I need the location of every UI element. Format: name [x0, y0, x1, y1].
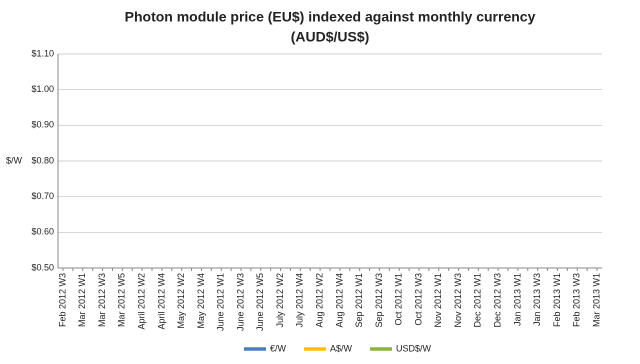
legend-label: USD$/W [396, 343, 432, 353]
x-tick-label: Dec 2012 W3 [492, 273, 502, 328]
x-tick-label: April 2012 W2 [136, 273, 146, 330]
x-tick-label: Dec 2012 W1 [473, 273, 483, 328]
x-tick-label: Mar 2013 W1 [591, 273, 601, 327]
legend-label: A$/W [330, 343, 353, 353]
y-tick-label: $0.80 [31, 155, 54, 165]
x-tick-label: Oct 2012 W1 [394, 273, 404, 326]
x-tick-label: Jan 2013 W3 [532, 273, 542, 326]
y-tick-label: $0.90 [31, 120, 54, 130]
y-tick-label: $0.70 [31, 191, 54, 201]
x-tick-label: Feb 2012 W3 [57, 273, 67, 327]
x-tick-label: June 2012 W1 [216, 273, 226, 331]
chart-title: Photon module price (EU$) indexed agains… [125, 9, 536, 25]
y-tick-label: $1.00 [31, 84, 54, 94]
x-tick-label: Feb 2013 W3 [572, 273, 582, 327]
x-tick-label: Nov 2012 W1 [433, 273, 443, 328]
x-tick-label: May 2012 W2 [176, 273, 186, 329]
x-tick-label: Sep 2012 W3 [374, 273, 384, 328]
x-tick-label: May 2012 W4 [196, 273, 206, 329]
x-tick-label: Jan 2013 W1 [512, 273, 522, 326]
x-tick-label: July 2012 W2 [275, 273, 285, 328]
x-tick-label: June 2012 W3 [235, 273, 245, 331]
y-tick-label: $0.60 [31, 227, 54, 237]
x-tick-label: Aug 2012 W4 [334, 273, 344, 328]
x-tick-label: Mar 2012 W1 [77, 273, 87, 327]
x-tick-label: June 2012 W5 [255, 273, 265, 331]
x-tick-label: April 2012 W4 [156, 273, 166, 330]
x-tick-label: Mar 2012 W5 [117, 273, 127, 327]
x-tick-label: Oct 2012 W3 [413, 273, 423, 326]
chart-title: (AUD$/US$) [291, 29, 370, 45]
x-tick-label: Feb 2013 W1 [552, 273, 562, 327]
y-tick-label: $1.10 [31, 48, 54, 58]
legend-label: €/W [270, 343, 287, 353]
x-tick-label: Nov 2012 W3 [453, 273, 463, 328]
x-tick-label: Sep 2012 W1 [354, 273, 364, 328]
y-tick-label: $0.50 [31, 262, 54, 272]
y-axis-label: $/W [6, 155, 23, 165]
x-tick-label: July 2012 W4 [295, 273, 305, 328]
x-tick-label: Mar 2012 W3 [97, 273, 107, 327]
x-tick-label: Aug 2012 W2 [314, 273, 324, 328]
